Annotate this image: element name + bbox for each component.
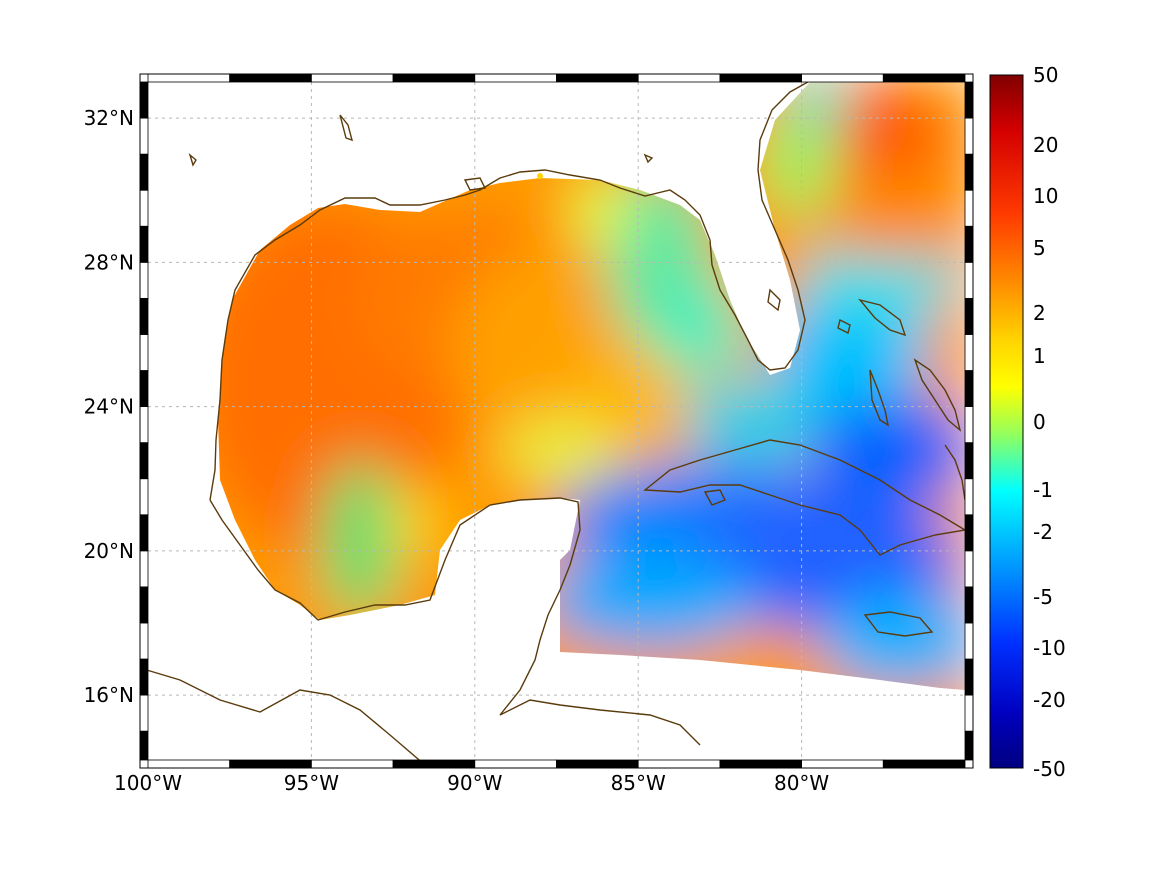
frame-segment-left	[139, 153, 149, 191]
frame-segment-right	[964, 658, 974, 696]
frame-segment-left	[139, 334, 149, 371]
frame-segment-right	[964, 442, 974, 480]
frame-segment-right	[964, 586, 974, 624]
y-tick-label: 24°N	[84, 395, 134, 419]
colorbar-label: 1	[1033, 344, 1046, 368]
colorbar-label: 10	[1033, 184, 1058, 208]
frame-segment-left	[139, 478, 149, 516]
colorbar-label: 2	[1033, 301, 1046, 325]
frame-segment-left	[139, 370, 149, 407]
frame-segment-right	[964, 117, 974, 155]
y-tick-label: 28°N	[84, 250, 134, 274]
frame-segment-top	[556, 73, 639, 83]
frame-segment-left	[139, 550, 149, 588]
frame-segment-right	[964, 297, 974, 335]
frame-segment-left	[139, 117, 149, 155]
frame-segment-right	[964, 370, 974, 407]
x-tick-label: 95°W	[284, 771, 339, 795]
colorbar-bar	[989, 74, 1024, 769]
frame-segment-left	[139, 189, 149, 227]
frame-segment-right	[964, 730, 974, 761]
frame-segment-right	[964, 261, 974, 299]
colorbar-label: -10	[1033, 636, 1066, 660]
frame-segment-top	[474, 73, 557, 83]
frame-segment-bottom	[474, 759, 557, 769]
y-tick-label: 16°N	[84, 683, 134, 707]
frame-segment-top	[637, 73, 721, 83]
colorbar-label: 0	[1033, 410, 1046, 434]
frame-segment-right	[964, 153, 974, 191]
y-axis-tick-labels: 16°N 20°N 24°N 28°N 32°N	[84, 106, 134, 707]
frame-segment-left	[139, 730, 149, 761]
frame-segment-bottom	[229, 759, 312, 769]
frame-segment-top	[882, 73, 966, 83]
x-tick-label: 80°W	[774, 771, 829, 795]
frame-segment-right	[964, 550, 974, 588]
colorbar-label: 5	[1033, 236, 1046, 260]
frame-segment-right	[964, 694, 974, 732]
x-axis-tick-labels: 100°W 95°W 90°W 85°W 80°W	[114, 771, 829, 795]
colorbar-label: -1	[1033, 478, 1053, 502]
grid-lines	[148, 82, 965, 760]
frame-segment-left	[139, 225, 149, 263]
frame-segment-left	[139, 694, 149, 732]
map-frame	[139, 73, 974, 769]
colorbar-label: -50	[1033, 757, 1066, 781]
x-tick-label: 100°W	[114, 771, 182, 795]
x-tick-label: 90°W	[447, 771, 502, 795]
frame-segment-bottom	[147, 759, 231, 769]
frame-segment-right	[964, 81, 974, 119]
frame-segment-left	[139, 658, 149, 696]
colorbar-label: 50	[1033, 63, 1058, 87]
colorbar-label: -5	[1033, 585, 1053, 609]
coastal-marker	[537, 173, 543, 179]
frame-segment-left	[139, 442, 149, 480]
frame-outline	[139, 73, 974, 769]
frame-segment-left	[139, 586, 149, 624]
colorbar-label: 20	[1033, 133, 1058, 157]
frame-segment-bottom	[556, 759, 639, 769]
frame-segment-right	[964, 334, 974, 371]
x-tick-label: 85°W	[611, 771, 666, 795]
y-tick-label: 20°N	[84, 539, 134, 563]
frame-segment-top	[310, 73, 394, 83]
frame-segment-left	[139, 81, 149, 119]
frame-segment-top	[229, 73, 312, 83]
frame-segment-right	[964, 514, 974, 552]
frame-segment-left	[139, 622, 149, 660]
frame-segment-top	[801, 73, 884, 83]
colorbar-label: -20	[1033, 688, 1066, 712]
frame-segment-top	[719, 73, 803, 83]
frame-segment-bottom	[310, 759, 394, 769]
frame-segment-bottom	[801, 759, 884, 769]
frame-segment-left	[139, 261, 149, 299]
frame-segment-bottom	[637, 759, 721, 769]
frame-segment-top	[392, 73, 476, 83]
frame-segment-right	[964, 478, 974, 516]
data-field	[218, 82, 965, 690]
frame-segment-bottom	[882, 759, 966, 769]
frame-segment-left	[139, 514, 149, 552]
frame-segment-right	[964, 622, 974, 660]
frame-segment-left	[139, 297, 149, 335]
y-tick-label: 32°N	[84, 106, 134, 130]
frame-segment-left	[139, 406, 149, 444]
frame-segment-bottom	[392, 759, 476, 769]
colorbar-label: -2	[1033, 520, 1053, 544]
coastline	[139, 77, 967, 766]
frame-segment-right	[964, 189, 974, 227]
frame-segment-right	[964, 225, 974, 263]
frame-segment-top	[147, 73, 231, 83]
frame-segment-right	[964, 406, 974, 444]
frame-segment-bottom	[719, 759, 803, 769]
